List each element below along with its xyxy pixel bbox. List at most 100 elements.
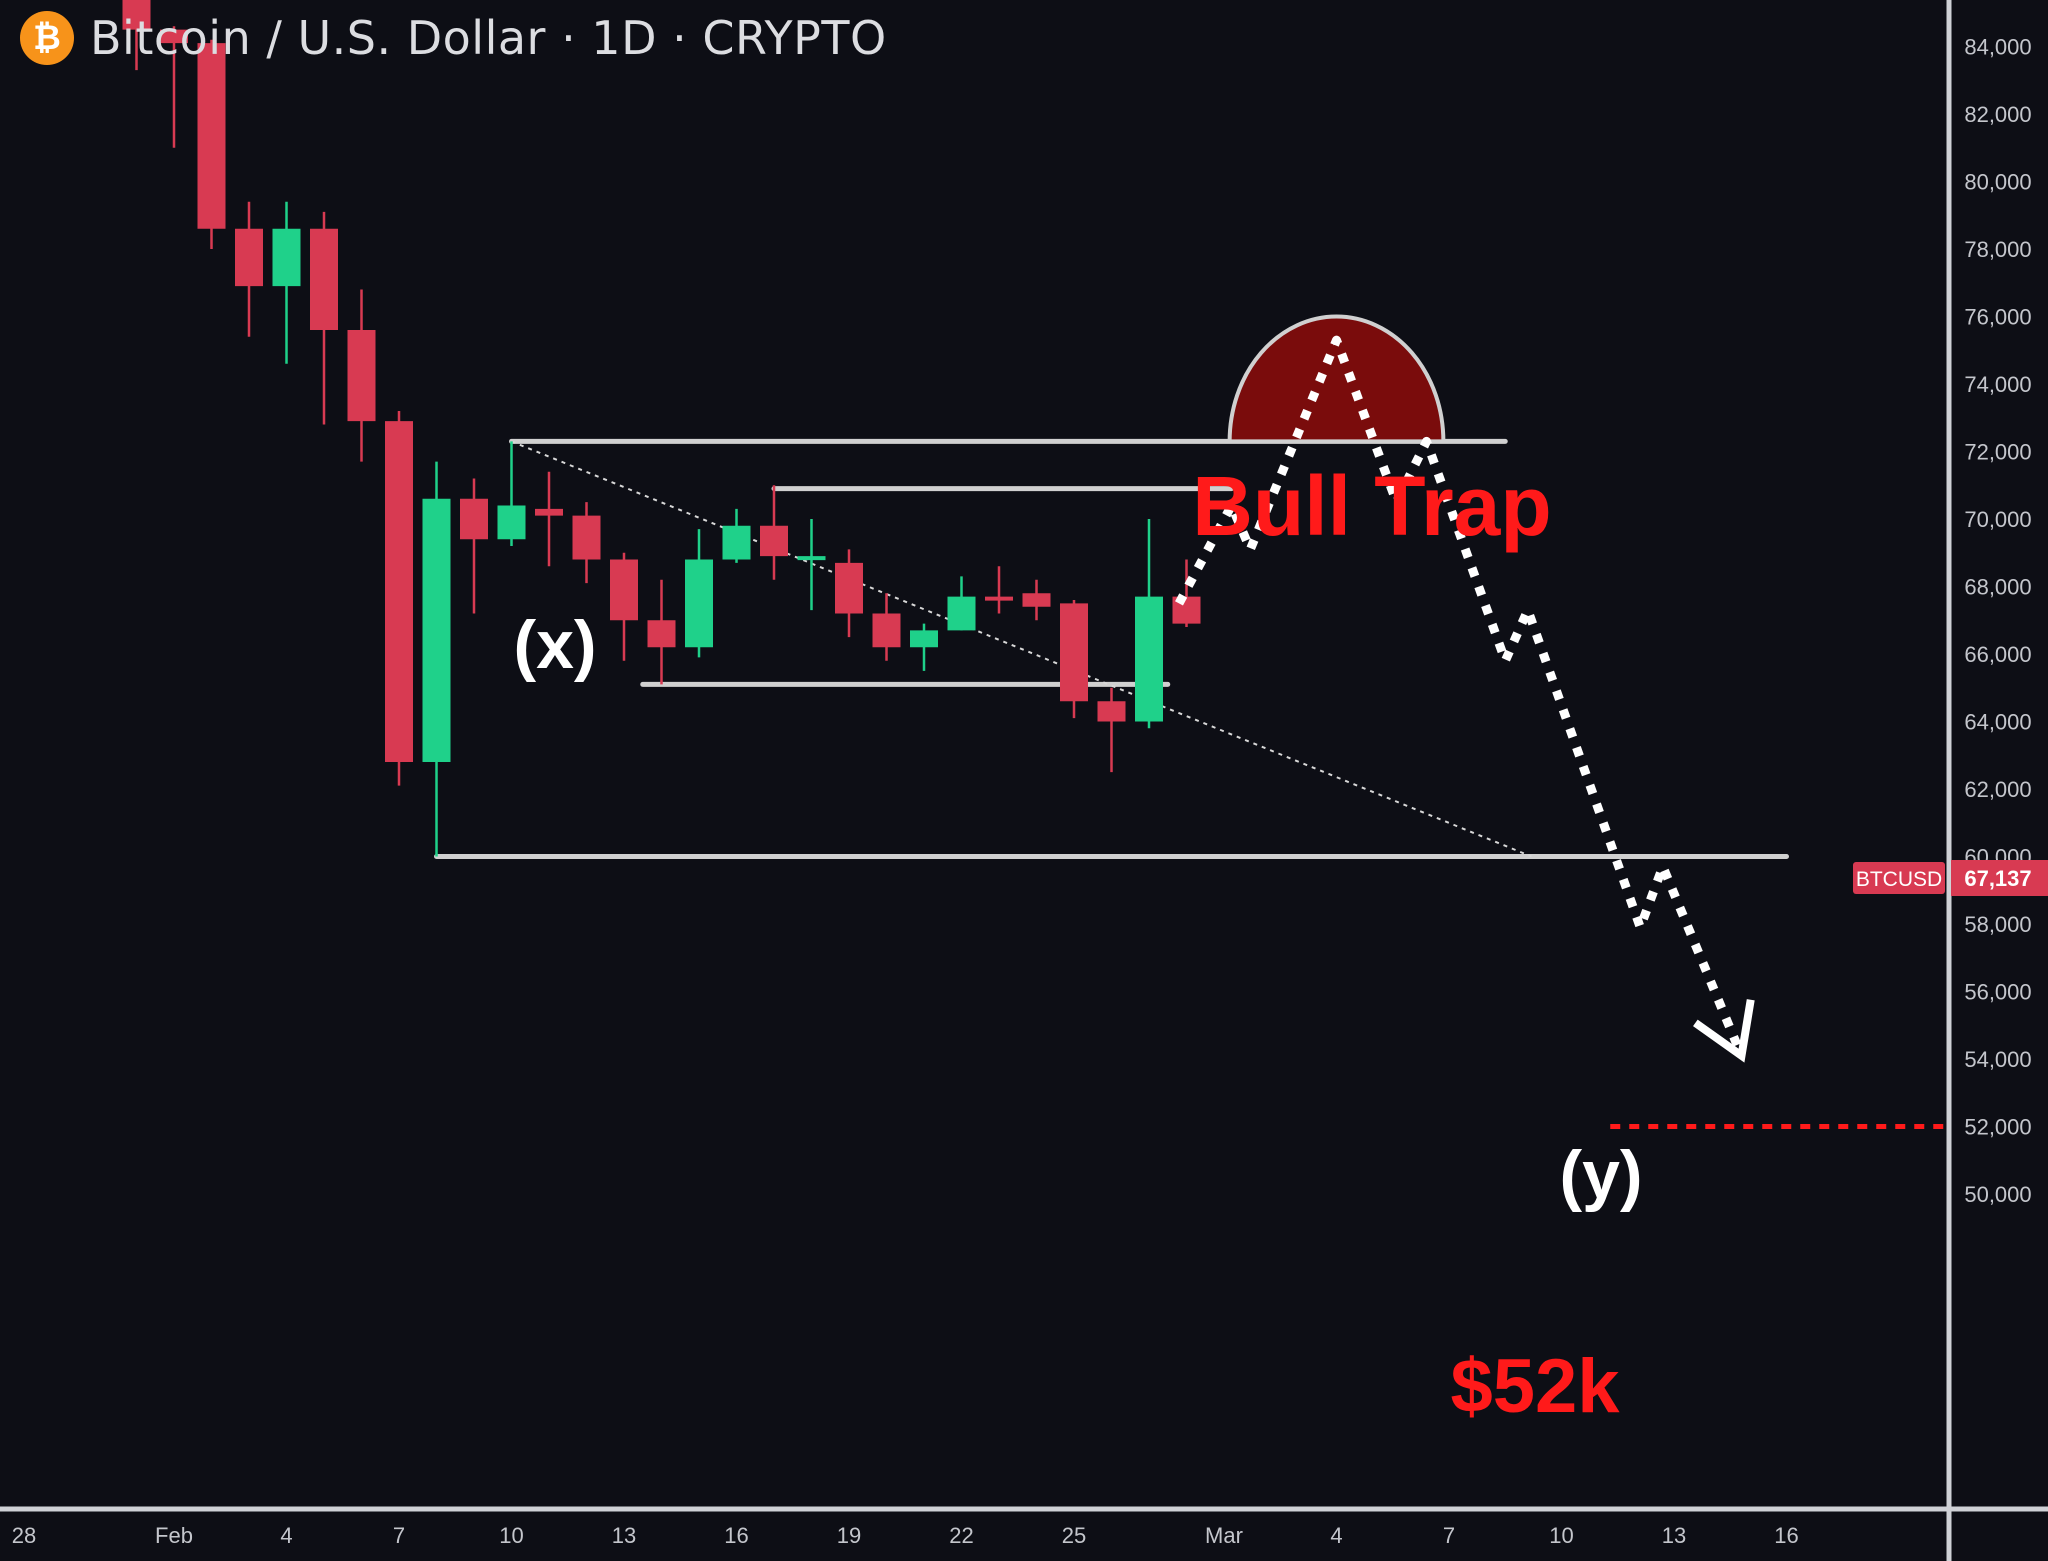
candles	[122, 0, 1201, 857]
candle	[760, 485, 788, 580]
time-tick-label: 16	[724, 1523, 748, 1548]
time-tick-label: 4	[1330, 1523, 1342, 1548]
chart-header: ₿ Bitcoin / U.S. Dollar · 1D · CRYPTO	[20, 8, 887, 68]
time-tick-label: 4	[280, 1523, 292, 1548]
bitcoin-logo-icon: ₿	[20, 11, 74, 65]
candle	[835, 549, 863, 638]
bull-trap-label: Bull Trap	[1192, 459, 1551, 553]
projection-arrowhead	[1693, 999, 1755, 1063]
candle-body	[797, 556, 826, 561]
candle	[797, 519, 826, 611]
candle-body	[385, 421, 413, 762]
candle	[272, 201, 301, 364]
time-tick-label: 7	[1443, 1523, 1455, 1548]
candle-body	[572, 515, 601, 560]
candle-body	[685, 559, 713, 648]
annotation-labels: Bull Trap (x) (y) $52k	[513, 459, 1642, 1429]
candle-body	[535, 508, 563, 516]
price-tick-label: 80,000	[1964, 170, 2031, 195]
time-tick-label: 28	[12, 1523, 36, 1548]
price-tick-label: 72,000	[1964, 440, 2031, 465]
time-tick-label: 13	[1662, 1523, 1686, 1548]
time-tick-label: 13	[612, 1523, 636, 1548]
time-tick-label: Mar	[1205, 1523, 1243, 1548]
price-tag-value: 67,137	[1964, 866, 2031, 891]
candle	[197, 39, 226, 249]
candle	[1135, 519, 1163, 729]
trendline	[511, 440, 1532, 858]
candle	[535, 471, 563, 567]
time-tick-label: 10	[1549, 1523, 1573, 1548]
price-tick-label: 62,000	[1964, 777, 2031, 802]
target-price-label: $52k	[1450, 1344, 1620, 1429]
candle	[985, 566, 1013, 614]
candle-body	[910, 630, 938, 648]
chart-title: Bitcoin / U.S. Dollar · 1D · CRYPTO	[90, 11, 887, 65]
candle	[610, 552, 638, 661]
candle	[947, 576, 976, 631]
candle-body	[610, 559, 638, 621]
candle-body	[835, 562, 863, 614]
candle-body	[122, 0, 151, 30]
price-tick-label: 84,000	[1964, 35, 2031, 60]
candle-body	[872, 613, 901, 648]
price-tick-label: 58,000	[1964, 912, 2031, 937]
support-resistance-levels	[434, 438, 1789, 859]
candle	[347, 289, 376, 462]
candle-body	[160, 29, 188, 44]
price-tick-label: 64,000	[1964, 710, 2031, 735]
candle-body	[460, 498, 488, 540]
candle-body	[272, 228, 301, 287]
candle-body	[235, 228, 263, 287]
candle-body	[1135, 596, 1163, 722]
candle-body	[722, 525, 751, 560]
bull-trap-dome	[1227, 314, 1446, 444]
candle	[722, 508, 751, 563]
candle-body	[947, 596, 976, 631]
price-tick-label: 82,000	[1964, 102, 2031, 127]
candle-body	[310, 228, 338, 330]
candle	[647, 579, 676, 685]
candle	[1022, 579, 1051, 621]
candle	[1060, 600, 1088, 719]
price-tick-label: 78,000	[1964, 237, 2031, 262]
candle-body	[647, 620, 676, 648]
time-tick-label: 25	[1062, 1523, 1086, 1548]
projection-path	[1175, 335, 1746, 1058]
candle-body	[1097, 701, 1126, 722]
wave-y-label: (y)	[1559, 1137, 1642, 1213]
time-tick-label: Feb	[155, 1523, 193, 1548]
candle	[310, 211, 338, 425]
candle	[572, 502, 601, 584]
time-tick-label: 10	[499, 1523, 523, 1548]
candle	[235, 201, 263, 337]
time-tick-label: 7	[393, 1523, 405, 1548]
price-tick-label: 50,000	[1964, 1182, 2031, 1207]
candle-body	[985, 596, 1013, 601]
candle-body	[422, 498, 451, 762]
price-tag: BTCUSD 67,137	[1853, 860, 2048, 896]
candle	[160, 26, 188, 148]
price-tick-label: 74,000	[1964, 372, 2031, 397]
candle	[422, 461, 451, 857]
wave-x-label: (x)	[513, 607, 596, 683]
time-tick-label: 22	[949, 1523, 973, 1548]
candle-body	[1060, 603, 1088, 702]
time-tick-label: 16	[1774, 1523, 1798, 1548]
candle-body	[347, 330, 376, 422]
price-tick-label: 52,000	[1964, 1115, 2031, 1140]
candle	[122, 0, 151, 71]
price-tick-label: 56,000	[1964, 980, 2031, 1005]
candle	[685, 529, 713, 658]
price-tick-label: 54,000	[1964, 1047, 2031, 1072]
candle-body	[497, 505, 526, 540]
time-tick-label: 19	[837, 1523, 861, 1548]
candle	[1097, 687, 1126, 773]
candle-body	[760, 525, 788, 557]
price-tick-label: 66,000	[1964, 642, 2031, 667]
candle	[1172, 559, 1201, 627]
candle	[385, 411, 413, 786]
